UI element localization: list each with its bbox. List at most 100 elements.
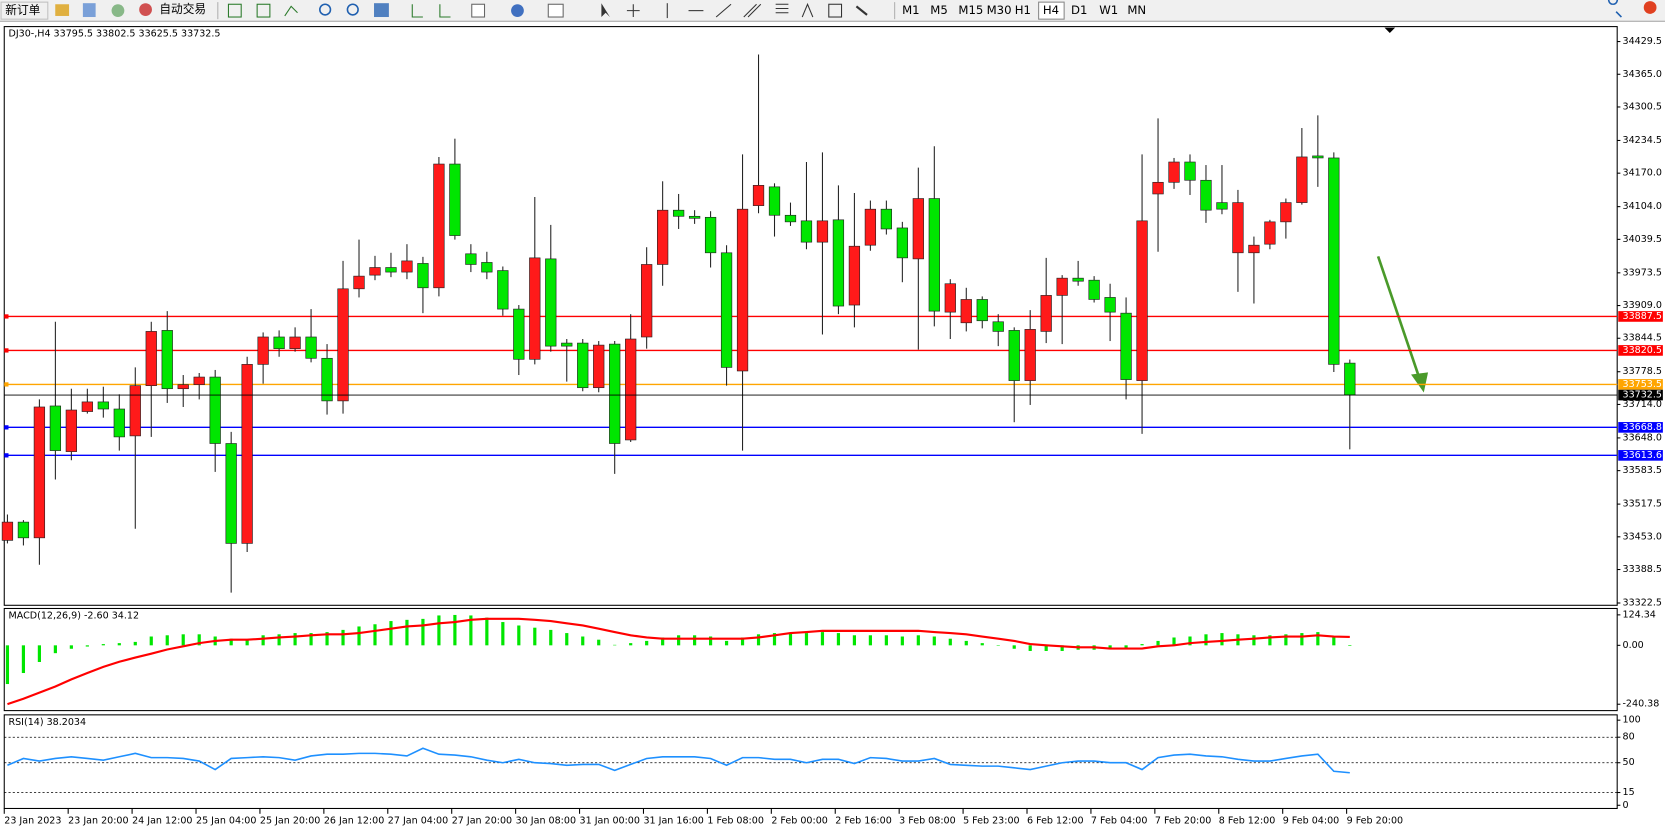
candle-body bbox=[497, 270, 509, 310]
auto-trade-label[interactable]: 自动交易 bbox=[159, 2, 206, 16]
channel-tool[interactable] bbox=[743, 3, 762, 18]
candle-body bbox=[1088, 279, 1100, 300]
x-tick-label: 3 Feb 08:00 bbox=[899, 816, 956, 827]
candle-body bbox=[273, 336, 285, 349]
timeframe-button[interactable]: H1 bbox=[1015, 3, 1031, 17]
icon[interactable] bbox=[111, 4, 125, 18]
fibo-tool[interactable] bbox=[775, 3, 789, 14]
auto-trade-icon[interactable] bbox=[139, 3, 152, 16]
x-tick-label: 31 Jan 00:00 bbox=[580, 816, 640, 827]
macd-bar bbox=[565, 633, 569, 646]
macd-bar bbox=[884, 635, 888, 646]
macd-bar bbox=[1204, 634, 1208, 646]
candle-body bbox=[49, 405, 62, 451]
candle-body bbox=[177, 384, 189, 390]
x-tick-label: 2 Feb 16:00 bbox=[835, 816, 892, 827]
candle-body bbox=[1040, 295, 1052, 332]
level-tag-label: 33887.5 bbox=[1622, 311, 1661, 322]
macd-bar bbox=[357, 626, 361, 646]
y-tick-label: 34365.0 bbox=[1622, 69, 1661, 80]
annotation-arrow bbox=[1376, 255, 1429, 393]
macd-panel bbox=[3, 607, 1618, 712]
macd-bar bbox=[1284, 634, 1288, 646]
macd-bar bbox=[964, 640, 968, 646]
macd-bar bbox=[549, 629, 553, 646]
level-tag bbox=[1618, 422, 1663, 433]
level-tag-label: 33753.5 bbox=[1622, 379, 1661, 390]
timeframe-button[interactable]: M30 bbox=[987, 3, 1012, 17]
icon[interactable] bbox=[374, 3, 389, 18]
level-tag bbox=[1618, 345, 1663, 356]
timeframe-button[interactable]: M5 bbox=[930, 3, 948, 17]
candle-body bbox=[465, 253, 477, 265]
x-tick-label: 26 Jan 12:00 bbox=[324, 816, 384, 827]
macd-bar bbox=[724, 640, 729, 646]
candle-body bbox=[161, 330, 173, 390]
macd-bar bbox=[852, 635, 857, 646]
timeframe-button[interactable]: M15 bbox=[958, 3, 983, 17]
macd-bar bbox=[453, 614, 457, 646]
timeframes: M1 M5 M15 M30 H1 H4 D1 W1 MN bbox=[902, 1, 1146, 20]
label-tool[interactable] bbox=[828, 3, 843, 18]
y-tick-label: 33453.0 bbox=[1622, 531, 1661, 542]
macd-bar bbox=[1140, 644, 1144, 646]
icon[interactable] bbox=[55, 4, 70, 16]
y-tick-label: 124.34 bbox=[1622, 609, 1655, 620]
crosshair-tool[interactable] bbox=[626, 4, 640, 18]
timeframe-button[interactable]: D1 bbox=[1071, 3, 1087, 17]
candle-body bbox=[880, 208, 893, 230]
toolbar: 新订单 自动交易 M1 M5 M15 M30 H1 H4 D1 W1 MN bbox=[0, 0, 1657, 20]
level-tag-label: 33668.8 bbox=[1622, 422, 1661, 433]
macd-bar bbox=[405, 619, 409, 646]
candle-body bbox=[241, 364, 253, 544]
icon[interactable] bbox=[284, 5, 298, 17]
trend-tool[interactable] bbox=[715, 3, 732, 18]
search[interactable] bbox=[1607, 0, 1622, 18]
candle-body bbox=[1168, 161, 1180, 183]
text-tool[interactable] bbox=[801, 2, 814, 18]
icon[interactable] bbox=[439, 4, 451, 18]
arrow-tool[interactable] bbox=[855, 5, 868, 16]
candle-body bbox=[960, 299, 972, 324]
candle-body bbox=[65, 409, 77, 452]
x-tick-label: 31 Jan 16:00 bbox=[643, 816, 703, 827]
macd-bar bbox=[101, 644, 105, 646]
icon[interactable] bbox=[471, 3, 486, 18]
x-tick-label: 25 Jan 04:00 bbox=[196, 816, 256, 827]
macd-bar bbox=[1300, 633, 1304, 646]
zoom-out[interactable] bbox=[346, 3, 359, 16]
new-order-button[interactable] bbox=[0, 1, 49, 20]
candle-body bbox=[1184, 161, 1196, 181]
macd-bar bbox=[533, 627, 537, 646]
y-tick-label: 0.00 bbox=[1622, 640, 1643, 651]
icon[interactable] bbox=[411, 4, 423, 18]
arrow-head bbox=[1411, 372, 1429, 393]
timeframe-button[interactable]: MN bbox=[1127, 3, 1146, 17]
signal-line bbox=[7, 617, 1350, 706]
candle-body bbox=[992, 321, 1004, 332]
timeframe-button[interactable]: W1 bbox=[1099, 3, 1118, 17]
cursor-tool[interactable] bbox=[601, 3, 610, 18]
y-tick-label: 34039.5 bbox=[1622, 234, 1661, 245]
zoom-in[interactable] bbox=[319, 3, 332, 16]
x-tick-label: 9 Feb 20:00 bbox=[1347, 816, 1404, 827]
candle-body bbox=[257, 336, 269, 365]
macd-bar bbox=[1156, 640, 1160, 646]
icon[interactable] bbox=[227, 3, 242, 18]
icon[interactable] bbox=[511, 4, 524, 18]
macd-bar bbox=[677, 635, 681, 646]
level-tag-label: 33820.5 bbox=[1622, 345, 1661, 356]
candle-body bbox=[225, 443, 237, 544]
y-tick-label: 33517.5 bbox=[1622, 499, 1661, 510]
notification-badge[interactable] bbox=[1643, 1, 1657, 14]
icon[interactable] bbox=[82, 3, 96, 18]
x-tick-label: 2 Feb 00:00 bbox=[771, 816, 828, 827]
macd-bar bbox=[900, 636, 904, 646]
timeframe-button[interactable]: H4 bbox=[1043, 3, 1059, 17]
new-order-label[interactable]: 新订单 bbox=[5, 3, 40, 17]
y-tick-label: 33583.5 bbox=[1622, 465, 1661, 476]
macd-bar bbox=[1172, 637, 1176, 646]
icon[interactable] bbox=[547, 3, 564, 18]
icon[interactable] bbox=[256, 3, 271, 18]
timeframe-button[interactable]: M1 bbox=[902, 3, 920, 17]
